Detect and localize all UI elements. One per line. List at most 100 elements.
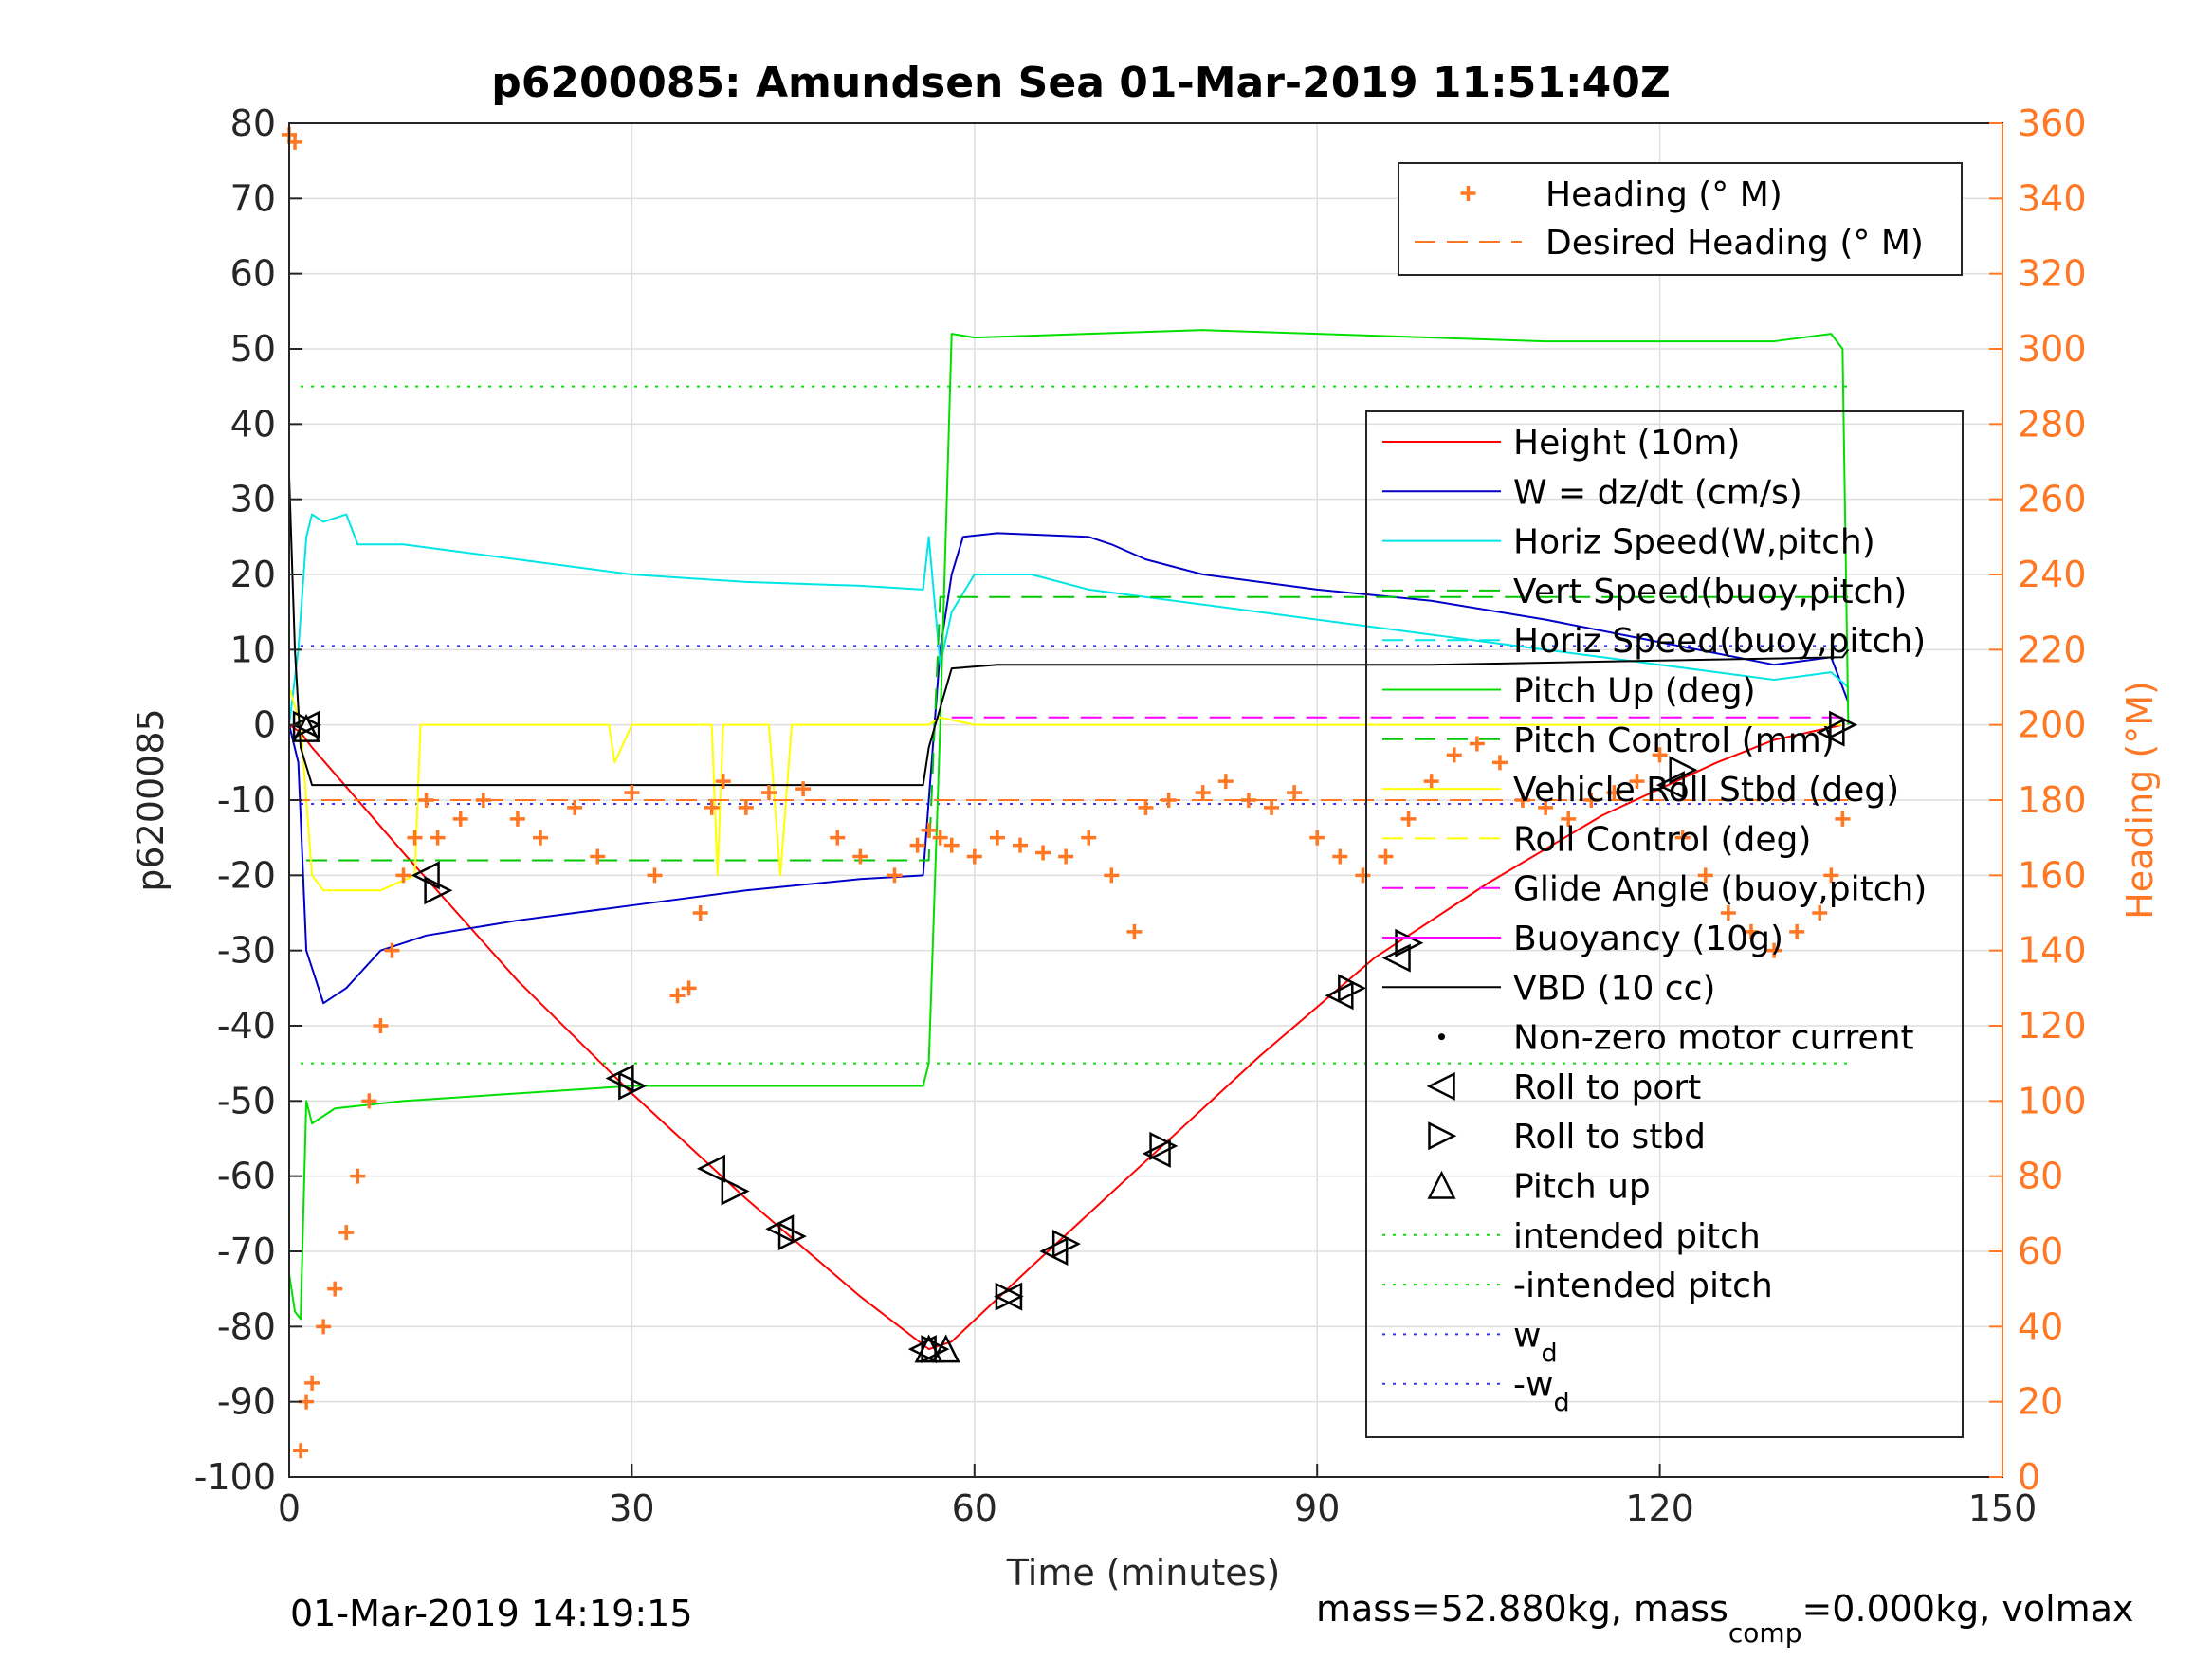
heading-point [1138, 799, 1154, 815]
heading-point [921, 822, 937, 838]
legend-main-entry: W = dz/dt (cm/s) [1513, 473, 1802, 512]
legend-main-entry: Horiz Speed(W,pitch) [1513, 523, 1875, 562]
legend-entry-label: Horiz Speed(buoy,pitch) [1513, 622, 1926, 661]
heading-points [282, 126, 1851, 1459]
roll-to-stbd-marker [1149, 1131, 1179, 1160]
x-axis: 0 30 60 90 120 150 [278, 1464, 2037, 1529]
legend-main-entry: Vert Speed(buoy,pitch) [1513, 573, 1907, 611]
heading-point [509, 811, 525, 827]
x-tick-label: 60 [952, 1487, 997, 1529]
heading-point [1035, 845, 1051, 861]
chart-title: p6200085: Amundsen Sea 01-Mar-2019 11:51… [491, 59, 1670, 107]
heading-point [430, 830, 446, 846]
x-axis-label: Time (minutes) [1006, 1552, 1281, 1594]
x-tick-label: 120 [1625, 1487, 1694, 1529]
heading-point [943, 837, 960, 853]
legend-entry-label: Horiz Speed(W,pitch) [1513, 523, 1875, 562]
x-tick-label: 90 [1294, 1487, 1340, 1529]
y-left-tick-label: 40 [230, 403, 276, 445]
heading-point [1823, 867, 1839, 884]
legend-entry-label: Vert Speed(buoy,pitch) [1513, 573, 1907, 611]
y-right-tick-label: 220 [2018, 629, 2087, 670]
legend-entry-label: Pitch Control (mm) [1513, 721, 1835, 760]
footer-mass-sub: comp [1728, 1617, 1802, 1649]
y-left-tick-label: -100 [194, 1456, 276, 1498]
series-line [288, 513, 1850, 725]
heading-point [1538, 799, 1554, 815]
heading-point [1629, 774, 1645, 790]
legend-entry-label: Roll Control (deg) [1513, 820, 1811, 859]
legend-entry-label: Roll to port [1513, 1068, 1701, 1107]
legend-entry-label: Non-zero motor current [1513, 1019, 1914, 1058]
heading-point [452, 811, 468, 827]
y-right-tick-label: 260 [2018, 479, 2087, 520]
y-axis-left-label: p6200085 [130, 708, 172, 891]
heading-point [1469, 736, 1485, 752]
heading-point [418, 793, 434, 808]
roll-to-stbd-marker [1669, 756, 1698, 785]
heading-point [384, 942, 400, 958]
heading-point [1240, 793, 1256, 808]
y-right-tick-label: 280 [2018, 403, 2087, 445]
heading-point [1217, 774, 1234, 790]
legend-entry-label: Pitch Up (deg) [1513, 672, 1756, 711]
heading-point [1355, 867, 1371, 884]
heading-point [704, 799, 720, 815]
y-left-tick-label: -60 [217, 1156, 276, 1197]
heading-point [395, 867, 411, 884]
legend-main-entry: Horiz Speed(buoy,pitch) [1513, 622, 1926, 661]
legend-entry-label: Pitch up [1513, 1168, 1651, 1207]
legend-entry-label: -w [1513, 1366, 1553, 1405]
heading-point [1812, 905, 1828, 921]
legend-entry-label: W = dz/dt (cm/s) [1513, 473, 1802, 512]
heading-point [1195, 785, 1211, 801]
heading-point [1652, 747, 1668, 763]
legend-sample [1460, 186, 1476, 201]
heading-point [567, 799, 583, 815]
y-left-tick-label: -80 [217, 1305, 276, 1347]
heading-point [1126, 923, 1143, 939]
reference-lines [301, 385, 1849, 1065]
heading-point [1561, 811, 1577, 827]
roll-to-stbd-marker [1829, 710, 1858, 739]
heading-point [373, 1018, 389, 1033]
pitch-up-marker [292, 713, 321, 742]
footer-mass-main: mass=52.880kg, mass [1316, 1588, 1728, 1630]
y-left-tick-label: -70 [217, 1231, 276, 1272]
heading-point [350, 1168, 366, 1184]
legend-main-entry: wd [1513, 1316, 1558, 1368]
heading-point [692, 905, 708, 921]
series-line [288, 329, 1850, 1321]
heading-point [1491, 755, 1508, 771]
heading-point [852, 848, 868, 865]
legend-entry-label: Roll to stbd [1513, 1118, 1706, 1157]
y-right-tick-label: 160 [2018, 854, 2087, 896]
heading-point [1674, 830, 1691, 846]
legend-main-entry: Non-zero motor current [1513, 1019, 1914, 1058]
y-right-tick-label: 80 [2018, 1156, 2063, 1197]
y-right-tick-label: 340 [2018, 177, 2087, 219]
legend-main-entry: VBD (10 cc) [1513, 969, 1715, 1008]
footer-mass: mass=52.880kg, masscomp=0.000kg, volmax [1316, 1588, 2133, 1649]
y-right-tick-label: 20 [2018, 1381, 2063, 1423]
x-tick-label: 0 [278, 1487, 301, 1529]
legend-entry-label: -intended pitch [1513, 1267, 1773, 1305]
y-left-tick-label: 70 [230, 177, 276, 219]
roll-to-stbd-marker [995, 1282, 1024, 1311]
heading-point [830, 830, 846, 846]
heading-point [715, 774, 731, 790]
heading-point [1789, 923, 1805, 939]
legend-sample [1426, 1071, 1455, 1101]
roll-to-stbd-marker [1338, 974, 1367, 1003]
y-axis-right: 3603403203002802602402202001801601401201… [1989, 102, 2087, 1498]
y-right-tick-label: 300 [2018, 328, 2087, 370]
legend-main-entry: Pitch Control (mm) [1513, 721, 1835, 760]
heading-point [1720, 905, 1736, 921]
y-axis-left: 80 70 60 50 40 30 20 10 0 -10 -20 -30 -40 -50 -60 -70 -8… [194, 102, 302, 1498]
heading-point [966, 848, 982, 865]
y-right-tick-label: 60 [2018, 1231, 2063, 1272]
heading-point [1743, 923, 1759, 939]
y-right-tick-label: 360 [2018, 102, 2087, 144]
y-left-tick-label: 50 [230, 328, 276, 370]
